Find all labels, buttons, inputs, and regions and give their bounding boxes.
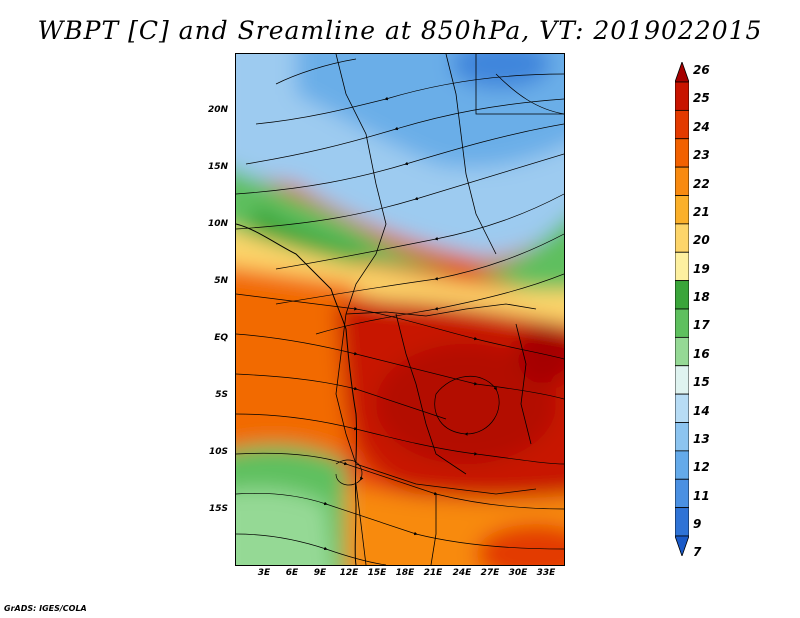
colorbar-segment bbox=[675, 422, 689, 452]
colorbar-label: 21 bbox=[693, 204, 710, 219]
colorbar-label: 12 bbox=[693, 460, 710, 475]
lon-label-27e: 27E bbox=[480, 568, 500, 578]
lon-label-15e: 15E bbox=[367, 568, 387, 578]
lon-label-21e: 21E bbox=[423, 568, 443, 578]
lon-label-9e: 9E bbox=[313, 568, 327, 578]
colorbar-label: 15 bbox=[693, 375, 710, 390]
lon-label-6e: 6E bbox=[285, 568, 299, 578]
colorbar-segment bbox=[675, 109, 689, 140]
lat-label-20n: 20N bbox=[207, 105, 228, 115]
country-borders bbox=[335, 54, 564, 565]
colorbar-bottom-arrow bbox=[675, 535, 689, 556]
colorbar-label: 19 bbox=[693, 261, 710, 276]
colorbar-label: 11 bbox=[693, 488, 710, 503]
colorbar-label: 16 bbox=[693, 346, 710, 361]
colorbar-label: 25 bbox=[693, 91, 710, 106]
colorbar-segment bbox=[675, 393, 689, 423]
colorbar bbox=[675, 62, 689, 556]
colorbar-segment bbox=[675, 478, 689, 509]
colorbar-top-arrow bbox=[675, 62, 689, 83]
grads-credit: GrADS: IGES/COLA bbox=[4, 604, 87, 613]
lat-label-15s: 15S bbox=[208, 504, 228, 514]
colorbar-segment bbox=[675, 336, 689, 367]
colorbar-segment bbox=[675, 81, 689, 111]
lat-label-10n: 10N bbox=[207, 219, 228, 229]
lat-label-15n: 15N bbox=[207, 162, 228, 172]
wbpt-field-map bbox=[236, 54, 564, 565]
lat-label-10s: 10S bbox=[208, 447, 228, 457]
colorbar-segment bbox=[675, 251, 689, 282]
colorbar-segment bbox=[675, 223, 689, 253]
colorbar-segment bbox=[675, 195, 689, 225]
colorbar-segment bbox=[675, 308, 689, 338]
colorbar-label: 23 bbox=[693, 148, 710, 163]
colorbar-label: 26 bbox=[693, 63, 710, 77]
lon-label-30e: 30E bbox=[508, 568, 528, 578]
map-title: WBPT [C] and Sreamline at 850hPa, VT: 20… bbox=[37, 16, 763, 45]
map-panel bbox=[235, 53, 565, 566]
colorbar-segment bbox=[675, 166, 689, 196]
lat-label-5n: 5N bbox=[214, 276, 228, 286]
lon-label-24e: 24E bbox=[452, 568, 472, 578]
colorbar-label: 9 bbox=[693, 517, 702, 531]
colorbar-segment bbox=[675, 450, 689, 480]
streamlines bbox=[236, 58, 564, 565]
colorbar-segment bbox=[675, 507, 689, 537]
lat-label-5s: 5S bbox=[215, 390, 228, 400]
colorbar-segment bbox=[675, 280, 689, 310]
colorbar-label: 7 bbox=[693, 545, 702, 560]
colorbar-label: 17 bbox=[693, 318, 710, 333]
lon-label-12e: 12E bbox=[339, 568, 359, 578]
lon-label-18e: 18E bbox=[395, 568, 415, 578]
colorbar-label: 14 bbox=[693, 403, 710, 418]
colorbar-label: 18 bbox=[693, 290, 710, 304]
temperature-shading bbox=[236, 54, 564, 565]
colorbar-label: 13 bbox=[693, 431, 710, 446]
colorbar-segment bbox=[675, 138, 689, 168]
colorbar-segment bbox=[675, 365, 689, 395]
lat-label-eq: EQ bbox=[214, 333, 228, 343]
colorbar-label: 20 bbox=[693, 233, 710, 248]
colorbar-label: 22 bbox=[693, 176, 710, 191]
lon-label-3e: 3E bbox=[257, 568, 271, 578]
colorbar-label: 24 bbox=[693, 119, 710, 134]
lon-label-33e: 33E bbox=[536, 568, 556, 578]
